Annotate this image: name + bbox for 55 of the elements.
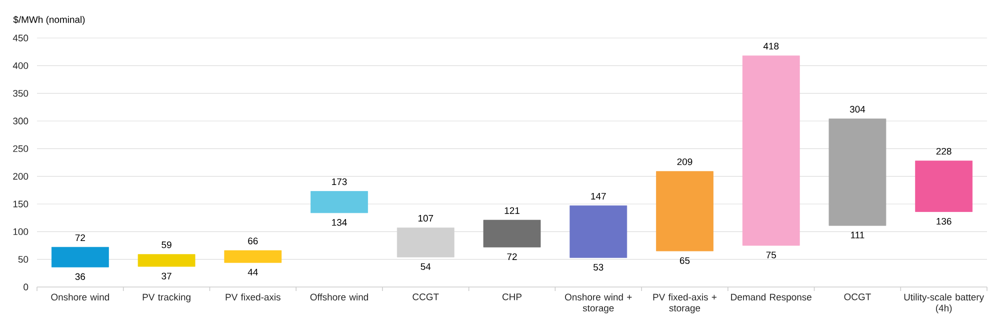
bar: [51, 246, 109, 268]
x-tick-label: Onshore wind + storage: [565, 294, 632, 314]
x-tick-label: Onshore wind: [51, 294, 110, 300]
bar: [915, 160, 973, 212]
y-tick-label: 450: [12, 34, 28, 42]
y-tick-label: 250: [13, 145, 28, 152]
annotation: 111: [850, 232, 864, 238]
annotation: 304: [850, 106, 866, 113]
bar: [310, 191, 368, 214]
annotation: 44: [248, 268, 258, 276]
annotation: 147: [591, 192, 606, 200]
annotation: 75: [766, 252, 776, 258]
y-tick-label: 100: [13, 228, 28, 236]
annotation: 136: [936, 218, 952, 225]
bar: [828, 118, 886, 226]
annotation: 72: [75, 234, 85, 241]
annotation: 65: [680, 257, 690, 264]
bar: [570, 205, 628, 258]
y-tick-label: 200: [13, 172, 28, 180]
x-tick-label: OCGT: [844, 294, 871, 300]
y-tick-label: 0: [24, 284, 28, 290]
y-tick-label: 350: [13, 90, 28, 97]
bar: [396, 228, 454, 258]
x-tick-label: Demand Response: [731, 294, 812, 302]
x-tick-label: PV fixed-axis + storage: [653, 294, 716, 314]
x-tick-label: Offshore wind: [310, 294, 368, 300]
annotation: 72: [507, 253, 517, 260]
bar: [483, 220, 541, 248]
x-tick-label: PV tracking: [142, 294, 190, 302]
annotation: 37: [162, 272, 172, 280]
annotation: 209: [677, 158, 692, 166]
y-tick-label: 400: [12, 62, 28, 70]
annotation: 173: [332, 178, 347, 186]
x-tick-label: CCGT: [412, 294, 439, 300]
annotation: 59: [162, 241, 172, 248]
annotation: 418: [763, 42, 779, 50]
bar: [224, 250, 282, 263]
annotation: 107: [418, 214, 434, 222]
y-axis-title: $/MWh (nominal): [13, 16, 85, 25]
bar: [656, 171, 714, 252]
annotation: 54: [420, 263, 431, 270]
annotation: 66: [248, 238, 258, 244]
x-tick-label: Utility-scale battery (4h): [904, 294, 984, 314]
annotation: 36: [75, 273, 86, 280]
y-tick-label: 300: [13, 118, 28, 124]
y-tick-label: 150: [13, 200, 28, 208]
bar: [742, 56, 800, 246]
x-tick-label: CHP: [502, 294, 522, 300]
annotation: 134: [332, 219, 347, 226]
annotation: 121: [504, 207, 520, 214]
bar: [138, 254, 196, 267]
y-tick-label: 50: [18, 256, 28, 263]
annotation: 228: [936, 148, 952, 155]
x-tick-label: PV fixed-axis: [226, 294, 280, 300]
annotation: 53: [593, 264, 604, 271]
